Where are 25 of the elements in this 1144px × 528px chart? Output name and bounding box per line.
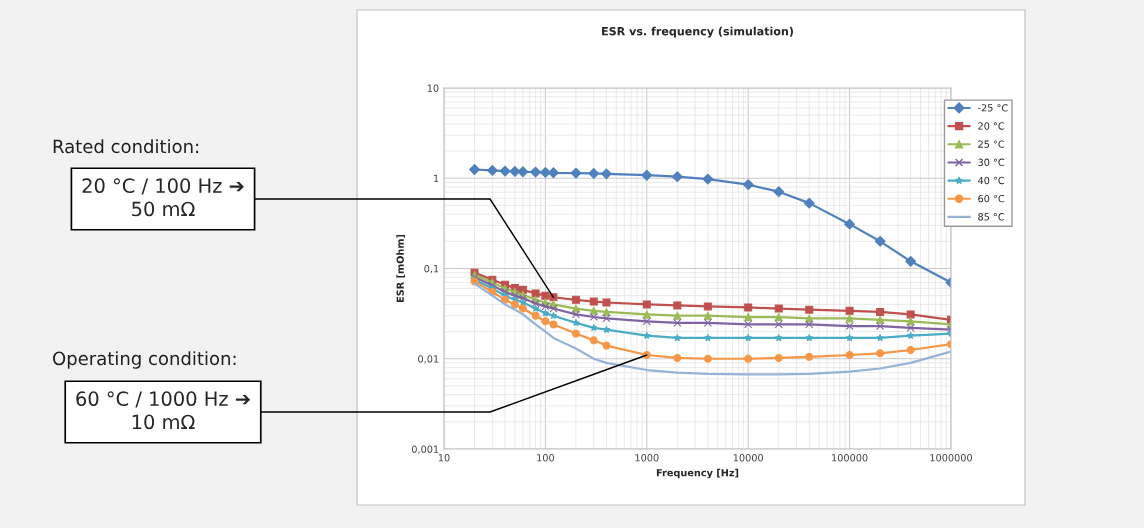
y-axis-title: ESR [mOhm] (396, 234, 406, 303)
legend-label: 60 °C (978, 194, 1005, 203)
y-tick-label: 10 (427, 84, 439, 92)
legend-label: -25 °C (978, 104, 1008, 112)
x-tick-label: 100000 (832, 454, 868, 462)
annotation: 20 °C / 100 Hz ➔ 50 mΩ (82, 178, 244, 217)
x-tick-label: 10 (438, 454, 450, 462)
x-tick-label: 10000 (733, 454, 764, 462)
legend-label: 85 °C (978, 213, 1005, 221)
chart-title: ESR vs. frequency (simulation) (602, 26, 793, 38)
y-tick-label: 0,1 (424, 264, 439, 274)
x-tick-label: 1000000 (930, 454, 972, 462)
y-tick-label: 1 (434, 174, 439, 182)
legend-label: 20 °C (978, 122, 1005, 130)
x-tick-label: 1000 (635, 454, 659, 462)
text: Operating condition: (53, 351, 236, 369)
text: Rated condition: (53, 139, 199, 154)
legend-label: 40 °C (978, 176, 1005, 185)
legend-label: 25 °C (978, 140, 1005, 148)
legend-label: 30 °C (978, 158, 1005, 166)
y-tick-label: 0,001 (411, 445, 439, 454)
annotation: 60 °C / 1000 Hz ➔ 10 mΩ (76, 391, 251, 430)
x-tick-label: 100 (537, 454, 555, 462)
x-axis-title: Frequency [Hz] (656, 468, 739, 479)
y-tick-label: 0,01 (418, 355, 439, 364)
